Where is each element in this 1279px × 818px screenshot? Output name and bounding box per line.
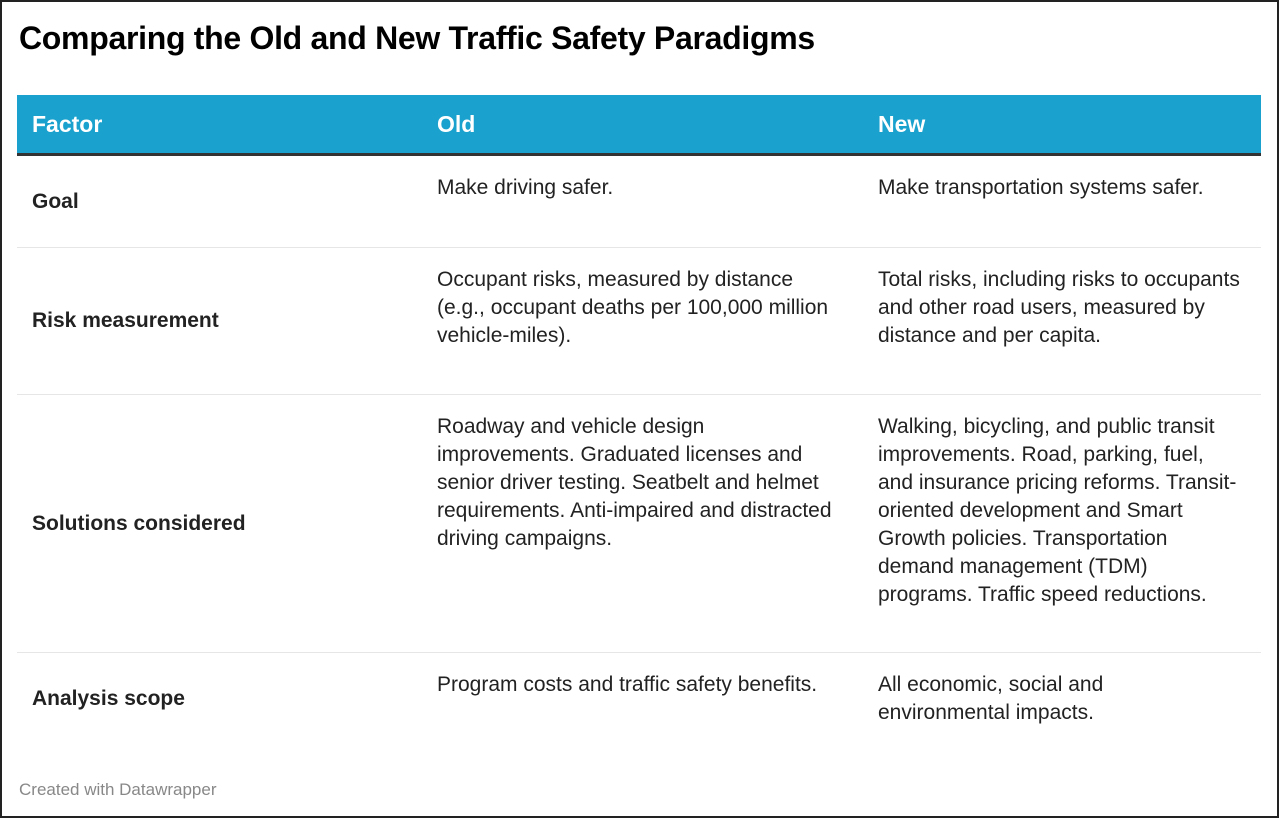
factor-cell: Solutions considered [17, 394, 422, 653]
table-row: Risk measurement Occupant risks, measure… [17, 247, 1261, 395]
new-cell: All economic, social and environmental i… [878, 673, 1104, 724]
table-row: Solutions considered Roadway and vehicle… [17, 394, 1261, 653]
column-header-new[interactable]: New [863, 95, 1261, 156]
column-header-factor[interactable]: Factor [17, 95, 422, 156]
table-row: Goal Make driving safer. Make transporta… [17, 154, 1261, 248]
old-cell: Make driving safer. [422, 154, 863, 248]
comparison-table: Factor Old New Goal Make driving safer. … [17, 95, 1261, 745]
old-cell: Roadway and vehicle design improvements.… [422, 394, 863, 653]
table-row: Analysis scope Program costs and traffic… [17, 653, 1261, 746]
new-cell: Total risks, including risks to occupant… [863, 247, 1261, 395]
footer-credit[interactable]: Created with Datawrapper [19, 780, 217, 799]
page-title: Comparing the Old and New Traffic Safety… [19, 20, 815, 56]
factor-cell: Risk measurement [17, 247, 422, 395]
old-cell: Program costs and traffic safety benefit… [437, 673, 818, 696]
table-header-row: Factor Old New [17, 95, 1261, 156]
old-cell: Occupant risks, measured by distance (e.… [422, 247, 863, 395]
column-header-old[interactable]: Old [422, 95, 863, 156]
factor-cell: Analysis scope [32, 687, 185, 710]
new-cell: Walking, bicycling, and public transit i… [863, 394, 1261, 653]
new-cell: Make transportation systems safer. [863, 154, 1261, 248]
factor-cell: Goal [17, 154, 422, 248]
